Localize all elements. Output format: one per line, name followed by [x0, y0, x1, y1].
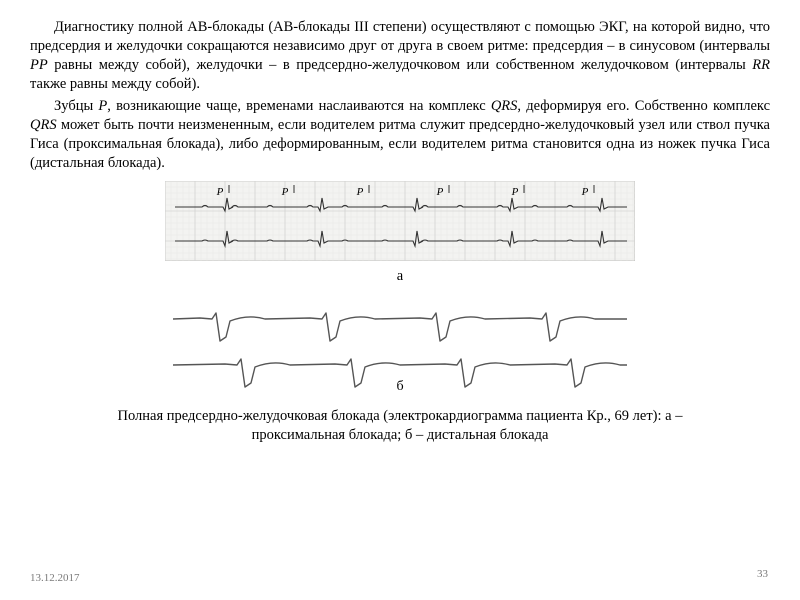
paragraph-2: Зубцы P, возникающие чаще, временами нас…	[30, 97, 770, 174]
p2-p: P	[98, 98, 107, 114]
svg-text:P: P	[356, 186, 364, 198]
footer-date: 13.12.2017	[30, 572, 80, 584]
svg-text:P: P	[216, 186, 224, 198]
p2-qrs2: QRS	[30, 117, 57, 133]
svg-text:б: б	[396, 379, 403, 392]
paragraph-1: Диагностику полной АВ-блокады (АВ-блокад…	[30, 18, 770, 95]
p1-text-2: равны между собой), желудочки – в предсе…	[48, 57, 753, 73]
figure-label-a: а	[165, 268, 635, 285]
p2-text-4: может быть почти неизмененным, если води…	[30, 117, 770, 171]
footer-page-number: 33	[757, 568, 768, 580]
figure-container: P P P P P P а б	[30, 181, 770, 397]
p2-text-2: , возникающие чаще, временами наслаивают…	[107, 98, 491, 114]
ecg-a-block: P P P P P P а	[165, 181, 635, 285]
svg-text:P: P	[281, 186, 289, 198]
p1-rr: RR	[752, 57, 770, 73]
figure-caption: Полная предсердно-желудочковая блокада (…	[30, 407, 770, 445]
ecg-chart-b: б	[165, 297, 635, 392]
svg-text:P: P	[511, 186, 519, 198]
ecg-chart-a: PPPPPP	[165, 181, 635, 261]
p2-qrs1: QRS	[491, 98, 518, 114]
ecg-b-block: б	[165, 297, 635, 397]
p1-pp: PP	[30, 57, 48, 73]
svg-text:P: P	[436, 186, 444, 198]
p1-text-1: Диагностику полной АВ-блокады (АВ-блокад…	[30, 19, 770, 54]
svg-text:P: P	[581, 186, 589, 198]
p2-text-1: Зубцы	[54, 98, 98, 114]
p2-text-3: , деформируя его. Собственно комплекс	[517, 98, 770, 114]
p1-text-3: также равны между собой).	[30, 76, 200, 92]
